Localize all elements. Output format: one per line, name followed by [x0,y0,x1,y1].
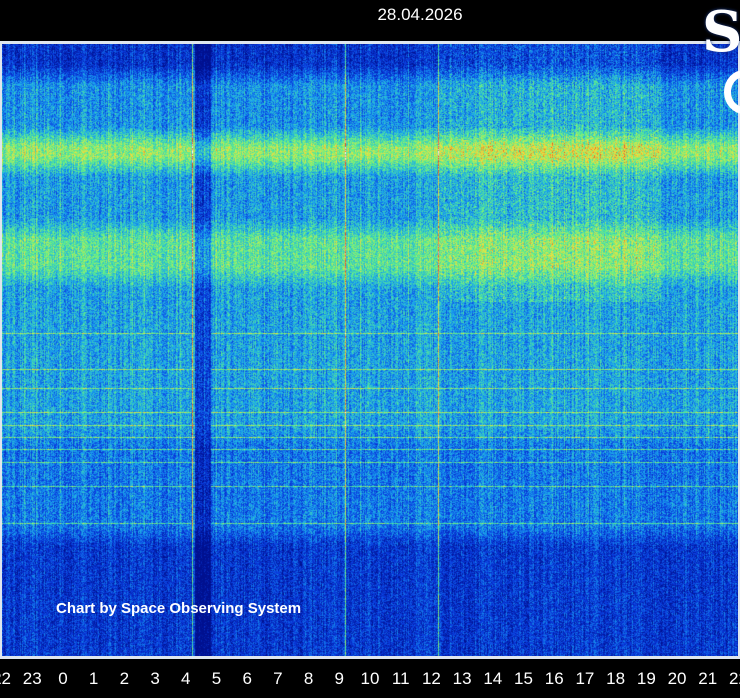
x-axis: 2223012345678910111213141516171819202122 [0,659,740,698]
x-tick-label: 23 [22,669,42,688]
x-tick-label: 3 [150,669,160,688]
spectrogram-heatmap [0,44,740,658]
logo: S [698,4,740,118]
frame-left [0,44,2,658]
x-tick-label: 11 [391,669,410,688]
x-tick-label: 16 [544,669,564,688]
date-label: 28.04.2026 [377,5,463,24]
x-tick-label: 4 [181,669,191,688]
x-tick-label: 2 [119,669,130,688]
x-tick-label: 18 [606,669,626,688]
x-tick-label: 1 [88,669,99,688]
chart-credit: Chart by Space Observing System [56,600,302,617]
header-rule [0,41,740,44]
logo-ring-icon [724,70,740,114]
x-tick-label: 21 [698,669,718,688]
frame-bottom [0,656,740,659]
x-tick-label: 8 [303,669,314,688]
x-tick-label: 12 [421,669,441,688]
x-tick-label: 7 [273,669,283,688]
x-tick-label: 9 [334,669,345,688]
x-tick-label: 20 [667,669,687,688]
x-tick-label: 0 [58,669,68,688]
logo-letter: S [702,0,740,65]
x-tick-label: 14 [483,669,503,688]
x-tick-label: 19 [636,669,656,688]
date-header: 28.04.2026 [0,0,740,42]
x-tick-label: 13 [452,669,472,688]
x-tick-label: 17 [575,669,595,688]
x-tick-label: 22 [0,669,11,688]
x-tick-label: 10 [360,669,380,688]
frame-right [738,44,740,658]
x-tick-label: 6 [242,669,252,688]
x-tick-label: 15 [514,669,533,688]
x-tick-label: 5 [211,669,222,688]
x-tick-label: 22 [728,669,740,688]
